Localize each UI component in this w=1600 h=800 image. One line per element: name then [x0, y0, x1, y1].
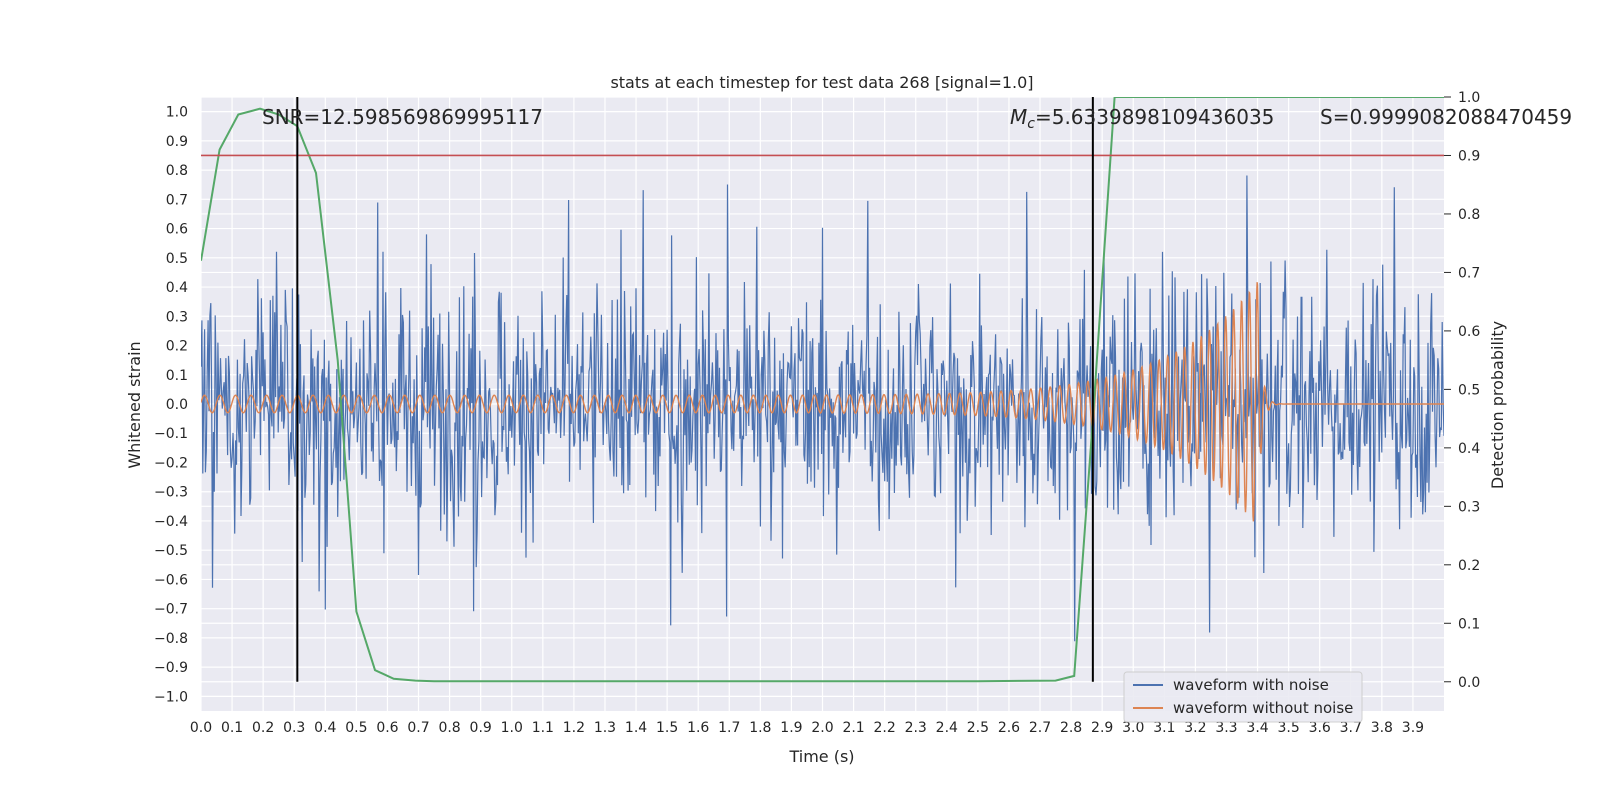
y2-tick-label: 0.2 — [1458, 558, 1480, 574]
x-tick-label: 2.1 — [842, 720, 864, 736]
x-tick-label: 3.6 — [1309, 720, 1331, 736]
y2-tick-label: 0.1 — [1458, 616, 1480, 632]
s-annotation: S=0.9999082088470459 — [1320, 105, 1572, 129]
y-tick-label: 0.9 — [166, 134, 188, 150]
y-tick-label: −0.6 — [154, 572, 188, 588]
clean-waveform-line — [201, 282, 1444, 522]
x-tick-label: 2.3 — [905, 720, 927, 736]
x-tick-label: 0.5 — [345, 720, 367, 736]
x-tick-label: 0.1 — [221, 720, 243, 736]
x-tick-label: 3.0 — [1122, 720, 1144, 736]
mc-symbol: M — [1010, 105, 1027, 129]
chart-title: stats at each timestep for test data 268… — [610, 73, 1033, 92]
x-tick-label: 2.8 — [1060, 720, 1082, 736]
overlay-layer — [201, 97, 1444, 682]
tick-labels: 0.0 0.1 0.2 0.3 0.4 0.5 0.6 0.7 0.8 0.9 1.0 1.1 1.2 1… — [154, 90, 1480, 736]
y-tick-label: −0.5 — [154, 543, 188, 559]
x-tick-label: 3.2 — [1184, 720, 1206, 736]
y-tick-label: −0.1 — [154, 426, 188, 442]
x-tick-label: 1.1 — [532, 720, 554, 736]
x-tick-label: 1.4 — [625, 720, 647, 736]
x-tick-label: 1.5 — [656, 720, 678, 736]
x-tick-label: 2.0 — [811, 720, 833, 736]
x-tick-label: 3.3 — [1215, 720, 1237, 736]
x-tick-label: 1.6 — [687, 720, 709, 736]
x-tick-label: 0.3 — [283, 720, 305, 736]
y-axis-label: Whitened strain — [125, 341, 144, 468]
x-tick-label: 3.1 — [1153, 720, 1175, 736]
x-tick-label: 3.8 — [1371, 720, 1393, 736]
x-tick-label: 0.6 — [376, 720, 398, 736]
y-tick-label: −0.8 — [154, 631, 188, 647]
y2-tick-label: 1.0 — [1458, 90, 1480, 106]
mc-subscript: c — [1027, 116, 1035, 132]
x-tick-label: 3.4 — [1246, 720, 1268, 736]
y2-tick-label: 0.8 — [1458, 207, 1480, 223]
legend: waveform with noise waveform without noi… — [1123, 671, 1363, 723]
y-tick-label: 0.1 — [166, 368, 188, 384]
mc-annotation: Mc=5.6339898109436035 — [1010, 105, 1274, 132]
y2-tick-label: 0.6 — [1458, 324, 1480, 340]
y-tick-label: −0.9 — [154, 660, 188, 676]
legend-label-noise: waveform with noise — [1173, 676, 1329, 694]
x-tick-label: 2.4 — [936, 720, 958, 736]
x-tick-label: 3.7 — [1340, 720, 1362, 736]
y-tick-label: −0.7 — [154, 602, 188, 618]
x-tick-label: 3.5 — [1277, 720, 1299, 736]
y-tick-label: 0.8 — [166, 163, 188, 179]
x-tick-label: 3.9 — [1402, 720, 1424, 736]
legend-box — [1123, 671, 1363, 723]
y-tick-label: 0.2 — [166, 339, 188, 355]
x-tick-label: 0.8 — [438, 720, 460, 736]
y-tick-label: −0.4 — [154, 514, 188, 530]
x-tick-label: 2.2 — [874, 720, 896, 736]
y2-tick-label: 0.5 — [1458, 382, 1480, 398]
y-tick-label: 1.0 — [166, 105, 188, 121]
mc-value: =5.6339898109436035 — [1035, 105, 1274, 129]
y-tick-label: 0.4 — [166, 280, 188, 296]
x-tick-label: 1.0 — [501, 720, 523, 736]
x-tick-label: 2.5 — [967, 720, 989, 736]
y2-tick-label: 0.7 — [1458, 265, 1480, 281]
y-tick-label: 0.0 — [166, 397, 188, 413]
x-tick-label: 1.7 — [718, 720, 740, 736]
snr-annotation: SNR=12.598569869995117 — [262, 105, 543, 129]
y2-tick-label: 0.4 — [1458, 441, 1480, 457]
y2-tick-label: 0.9 — [1458, 148, 1480, 164]
y-tick-label: −0.2 — [154, 455, 188, 471]
legend-label-clean: waveform without noise — [1173, 699, 1353, 717]
y-tick-label: 0.7 — [166, 192, 188, 208]
x-tick-label: 0.7 — [407, 720, 429, 736]
y-tick-label: 0.3 — [166, 309, 188, 325]
x-tick-label: 1.2 — [563, 720, 585, 736]
y2-axis-label: Detection probability — [1488, 321, 1507, 489]
y-tick-label: −0.3 — [154, 485, 188, 501]
x-tick-label: 2.7 — [1029, 720, 1051, 736]
y-tick-label: −1.0 — [154, 689, 188, 705]
x-tick-label: 1.8 — [749, 720, 771, 736]
x-tick-label: 1.9 — [780, 720, 802, 736]
y2-tick-label: 0.0 — [1458, 675, 1480, 691]
x-axis-label: Time (s) — [788, 747, 854, 766]
x-tick-label: 0.4 — [314, 720, 336, 736]
x-tick-label: 2.9 — [1091, 720, 1113, 736]
x-tick-label: 0.2 — [252, 720, 274, 736]
y2-tick-label: 0.3 — [1458, 499, 1480, 515]
y-tick-label: 0.5 — [166, 251, 188, 267]
y-tick-label: 0.6 — [166, 222, 188, 238]
x-tick-label: 0.9 — [470, 720, 492, 736]
x-tick-label: 0.0 — [190, 720, 212, 736]
x-tick-label: 1.3 — [594, 720, 616, 736]
x-tick-label: 2.6 — [998, 720, 1020, 736]
